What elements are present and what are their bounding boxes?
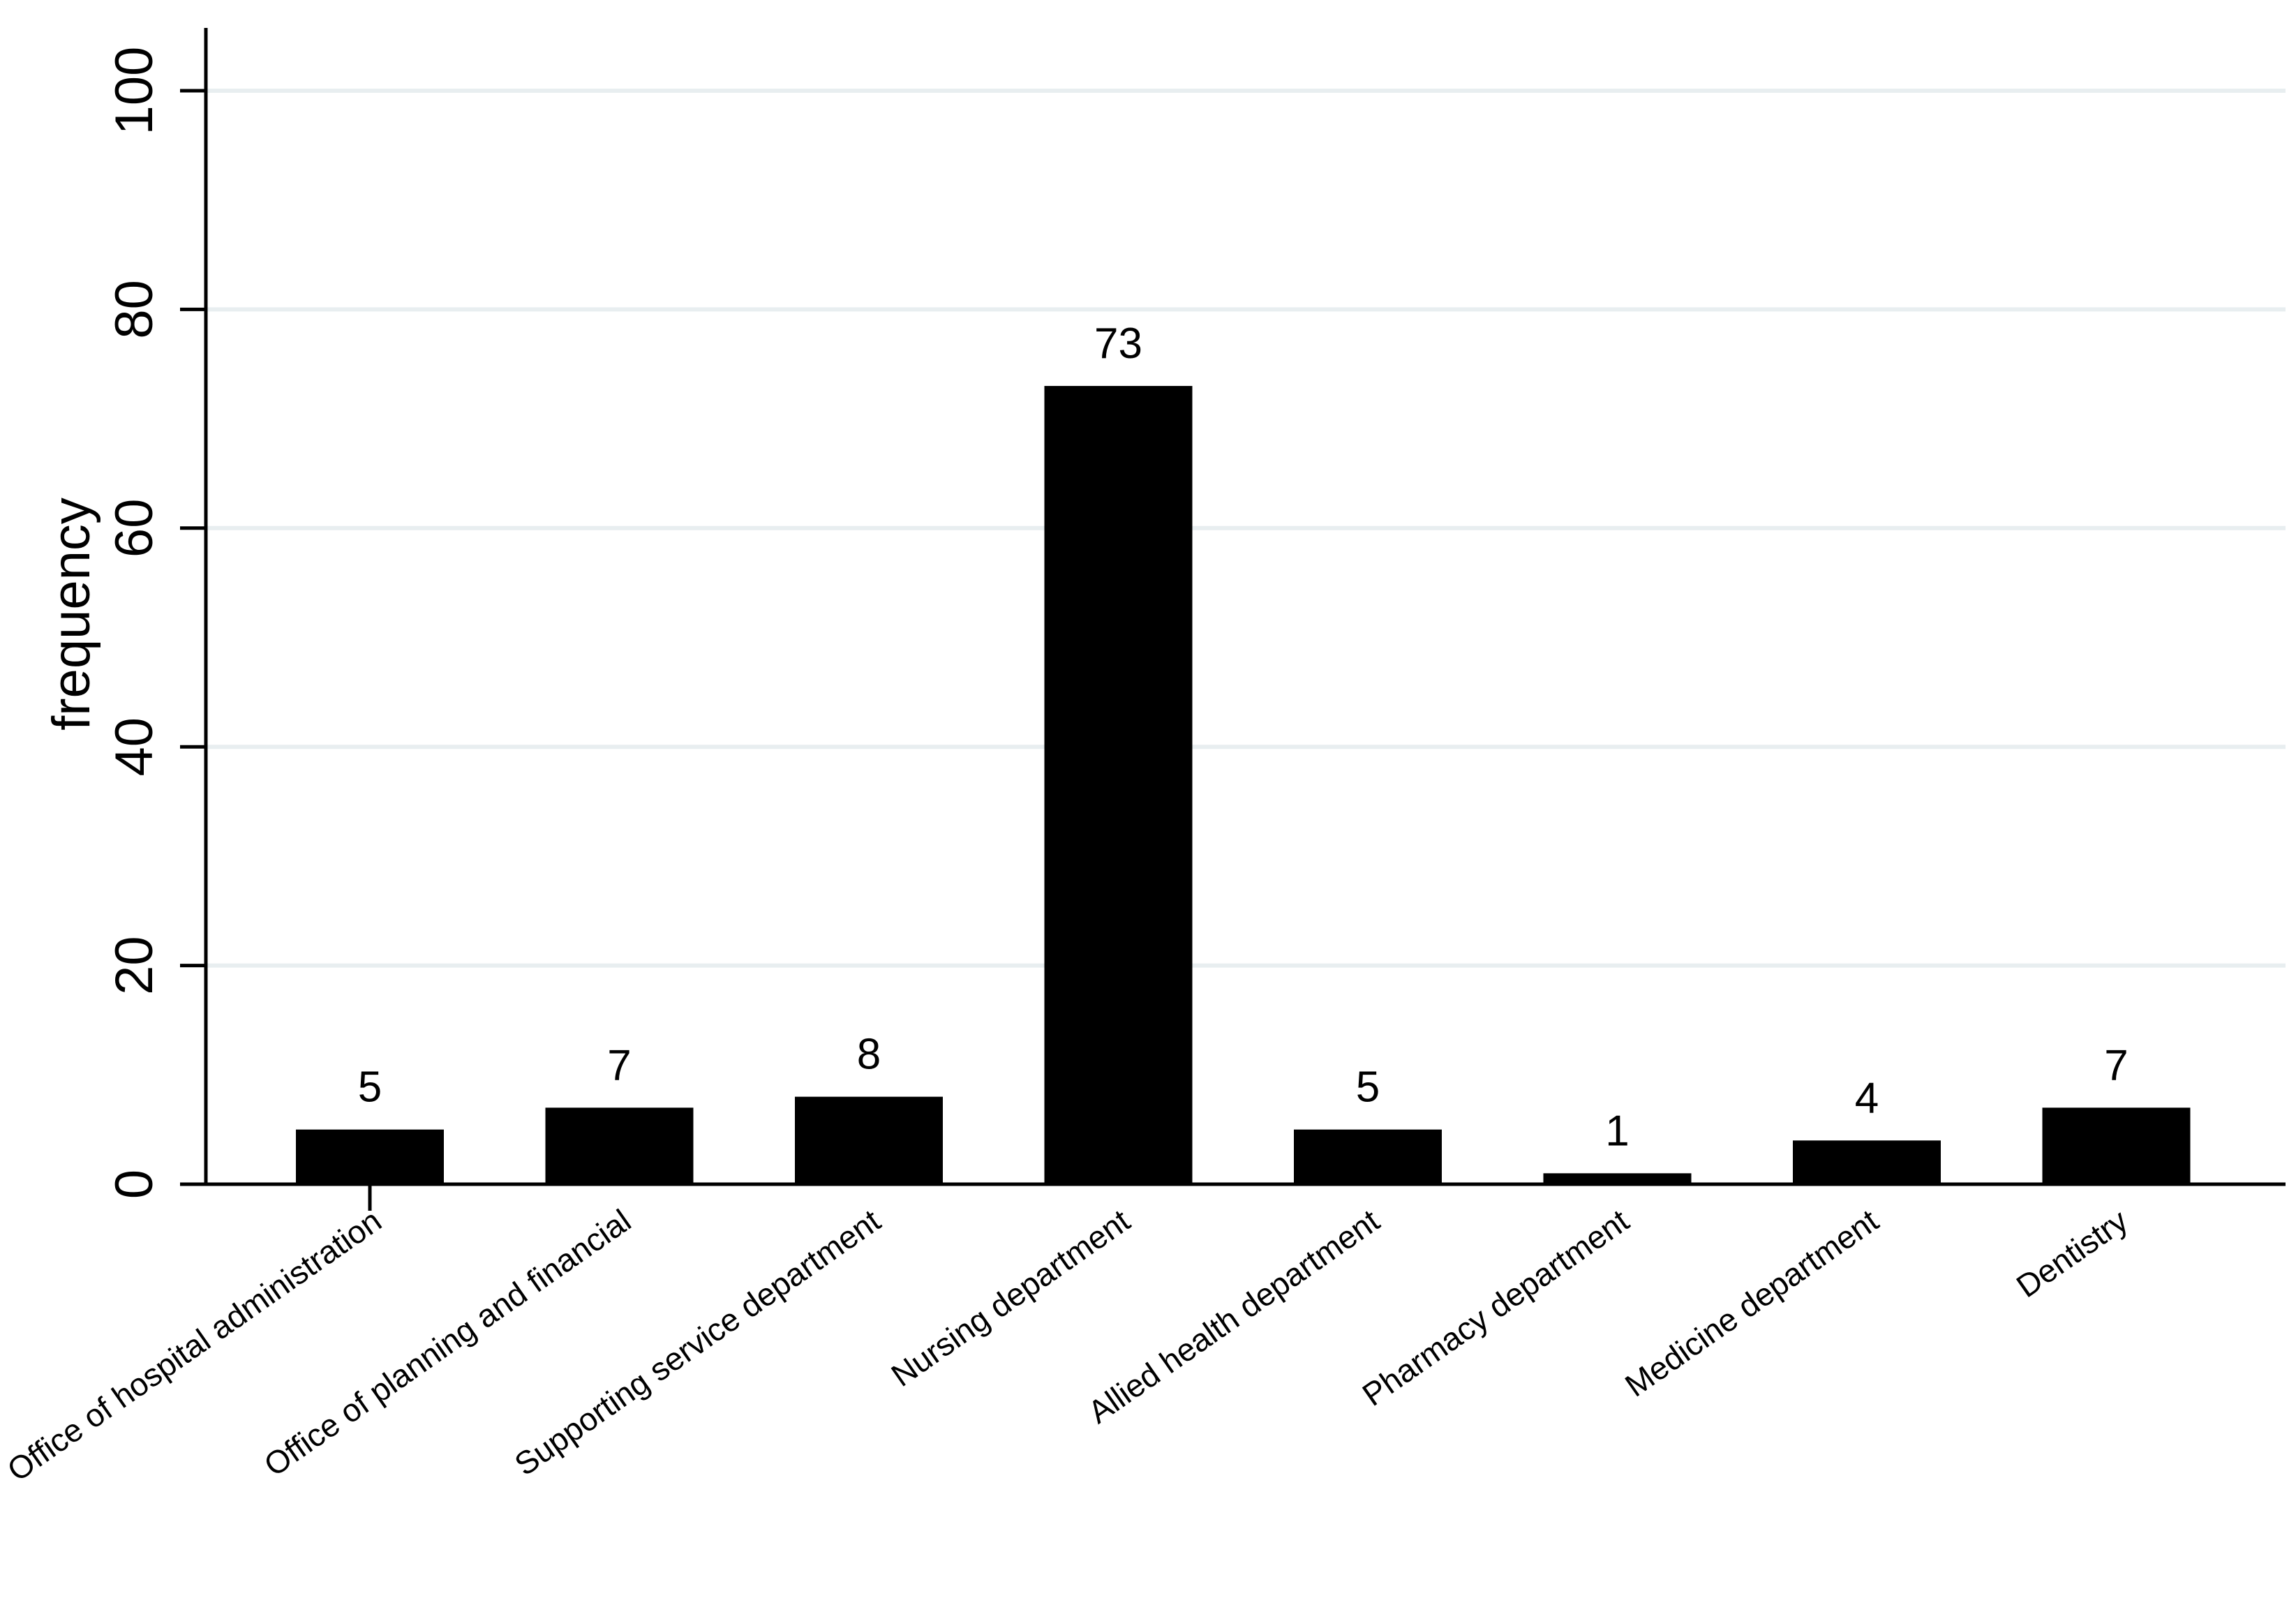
y-tick-label-0: 0 [105,1170,164,1199]
category-label-3: Nursing department [884,1202,1136,1393]
bar-4 [1294,1129,1442,1184]
axes [180,28,2286,1211]
bar-5 [1543,1173,1692,1184]
data-label-3: 73 [1094,320,1142,368]
bar-2 [795,1096,943,1184]
y-tick-label-20: 20 [105,936,164,995]
data-label-6: 4 [1855,1074,1879,1122]
category-label-7: Dentistry [2010,1202,2134,1305]
bar-1 [545,1107,694,1184]
data-label-7: 7 [2104,1041,2128,1089]
data-label-0: 5 [358,1063,382,1112]
bars [296,386,2191,1184]
bar-6 [1793,1140,1941,1184]
data-label-1: 7 [607,1041,631,1089]
category-label-6: Medicine department [1618,1202,1885,1403]
bar-7 [2042,1107,2191,1184]
y-tick-label-80: 80 [105,280,164,339]
y-axis-title: frequency [42,498,101,731]
gridlines [206,89,2286,968]
y-tick-label-60: 60 [105,499,164,558]
bar-3 [1044,386,1193,1184]
data-label-2: 8 [857,1031,881,1079]
data-label-5: 1 [1605,1107,1629,1155]
data-label-4: 5 [1356,1063,1380,1112]
y-tick-label-100: 100 [105,47,164,135]
category-label-5: Pharmacy department [1356,1202,1636,1412]
bar-0 [296,1129,444,1184]
y-tick-label-40: 40 [105,717,164,777]
